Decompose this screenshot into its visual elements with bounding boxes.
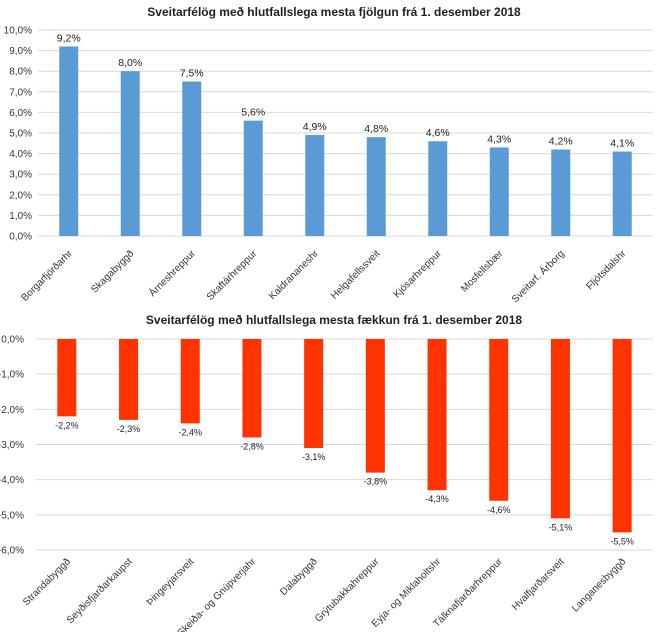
decline-data-label: -3,1%: [302, 452, 326, 462]
growth-bar: [366, 137, 386, 236]
decline-y-tick-label: -1,0%: [0, 370, 24, 381]
decline-y-tick-label: -4,0%: [0, 475, 24, 486]
decline-bar: [180, 339, 200, 424]
growth-bar: [120, 71, 140, 236]
decline-y-tick-label: -5,0%: [0, 510, 24, 521]
growth-bar: [243, 120, 263, 236]
decline-bar: [57, 339, 77, 417]
chart-title-growth: Sveitarfélög með hlutfallslega mesta fjö…: [147, 5, 521, 19]
decline-bar: [365, 339, 385, 473]
chart-title-decline: Sveitarfélög með hlutfallslega mesta fæk…: [146, 313, 522, 327]
decline-category-label: Þingeyjarsveit: [145, 556, 197, 608]
decline-bar: [489, 339, 509, 501]
decline-category-label: Seyðisfjarðarkaupst: [64, 555, 135, 626]
growth-category-label: Fljótsdalshr: [584, 248, 628, 292]
growth-data-label: 4,6%: [426, 127, 450, 139]
decline-category-label: Langanesbyggð: [569, 555, 628, 614]
decline-bar: [304, 339, 324, 449]
decline-data-label: -2,4%: [178, 427, 202, 437]
decline-y-tick-label: -3,0%: [0, 440, 24, 451]
decline-bar: [119, 339, 139, 420]
growth-data-label: 8,0%: [118, 57, 142, 69]
growth-y-tick-label: 1,0%: [9, 211, 32, 222]
growth-data-label: 7,5%: [180, 68, 204, 80]
growth-bar: [551, 149, 571, 236]
growth-bar: [489, 147, 509, 236]
decline-data-label: -2,3%: [117, 424, 141, 434]
growth-data-label: 4,1%: [610, 138, 634, 150]
decline-data-label: -5,1%: [549, 522, 573, 532]
growth-category-label: Árneshreppur: [146, 246, 199, 299]
growth-y-tick-label: 7,0%: [9, 87, 32, 98]
decline-y-tick-label: 0,0%: [1, 335, 24, 346]
growth-category-label: Kaldrananeshr: [267, 248, 321, 302]
growth-bar: [182, 81, 202, 236]
decline-y-tick-label: -6,0%: [0, 546, 24, 557]
growth-bar: [428, 141, 448, 236]
decline-category-label: Grýtubakkahreppur: [313, 556, 382, 625]
growth-category-label: Kjósarhreppur: [392, 248, 445, 301]
growth-bar: [59, 46, 79, 237]
growth-data-label: 4,2%: [549, 135, 573, 147]
growth-data-label: 4,3%: [487, 133, 511, 145]
growth-bar: [612, 151, 632, 236]
decline-data-label: -4,6%: [487, 505, 511, 515]
growth-data-label: 4,8%: [364, 123, 388, 135]
growth-y-tick-label: 8,0%: [9, 67, 32, 78]
growth-category-label: Mosfellsbær: [459, 248, 506, 295]
growth-y-tick-label: 4,0%: [9, 149, 32, 160]
decline-category-label: Dalabyggð: [277, 555, 320, 598]
growth-category-label: Helgafellssveit: [329, 248, 383, 302]
growth-data-label: 9,2%: [57, 32, 81, 44]
decline-category-label: Strandabyggð: [20, 555, 73, 608]
decline-category-label: Tálknafjarðarhreppur: [431, 555, 506, 630]
growth-data-label: 4,9%: [303, 121, 327, 133]
decline-bar: [242, 339, 262, 438]
decline-y-tick-label: -2,0%: [0, 405, 24, 416]
decline-data-label: -2,2%: [55, 420, 79, 430]
growth-y-tick-label: 6,0%: [9, 108, 32, 119]
growth-y-tick-label: 0,0%: [9, 232, 32, 243]
decline-bar: [612, 339, 632, 533]
decline-data-label: -2,8%: [240, 441, 264, 451]
growth-category-label: Sveitarf. Árborg: [509, 247, 567, 305]
decline-data-label: -4,3%: [425, 494, 449, 504]
growth-y-tick-label: 9,0%: [9, 46, 32, 57]
growth-y-tick-label: 2,0%: [9, 190, 32, 201]
growth-data-label: 5,6%: [241, 107, 265, 119]
growth-category-label: Skagabyggð: [89, 247, 137, 295]
growth-category-label: Borgarfjörðarhr: [19, 247, 76, 304]
growth-y-tick-label: 3,0%: [9, 170, 32, 181]
decline-bar: [550, 339, 570, 519]
decline-data-label: -5,5%: [610, 536, 634, 546]
decline-category-label: Eyja- og Miklaholtshr: [370, 556, 444, 630]
decline-bar: [427, 339, 447, 491]
decline-category-label: Hvalfjarðarsveit: [509, 555, 566, 612]
growth-y-tick-label: 10,0%: [4, 26, 32, 37]
growth-y-tick-label: 5,0%: [9, 129, 32, 140]
growth-category-label: Skaftárhreppur: [205, 248, 260, 303]
decline-data-label: -3,8%: [364, 477, 388, 487]
growth-bar: [305, 135, 325, 236]
